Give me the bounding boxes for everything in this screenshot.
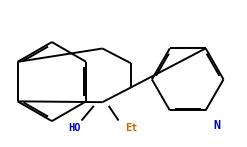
Text: HO: HO xyxy=(68,123,80,133)
Text: Et: Et xyxy=(125,123,137,133)
Text: N: N xyxy=(214,119,221,132)
